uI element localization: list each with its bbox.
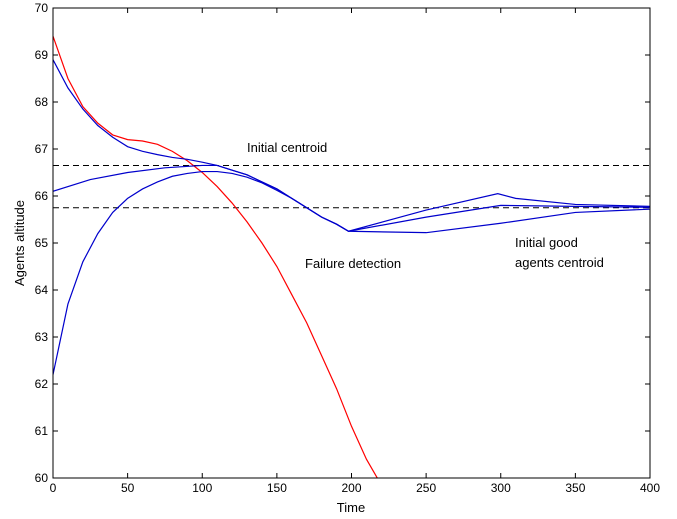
annotation: Initial centroid <box>247 140 327 155</box>
plot-area <box>53 36 650 478</box>
x-tick-label: 100 <box>192 481 212 495</box>
y-tick-label: 60 <box>35 471 49 485</box>
plot-clip <box>53 36 650 478</box>
x-tick-label: 300 <box>491 481 511 495</box>
y-tick-label: 63 <box>35 330 49 344</box>
line-series <box>53 36 378 478</box>
y-axis-label: Agents altitude <box>12 200 27 286</box>
annotation: agents centroid <box>515 255 604 270</box>
x-tick-label: 400 <box>640 481 660 495</box>
y-tick-label: 62 <box>35 377 49 391</box>
y-tick-label: 67 <box>35 142 49 156</box>
y-tick-label: 65 <box>35 236 49 250</box>
y-tick-label: 69 <box>35 48 49 62</box>
plot-frame <box>52 7 651 479</box>
x-axis-label: Time <box>337 500 365 515</box>
y-tick-label: 64 <box>35 283 49 297</box>
x-tick-label: 200 <box>341 481 361 495</box>
annotation: Initial good <box>515 235 578 250</box>
x-tick-label: 250 <box>416 481 436 495</box>
y-tick-label: 70 <box>35 1 49 15</box>
line-series <box>53 170 650 375</box>
line-series <box>53 164 650 232</box>
y-tick-label: 61 <box>35 424 49 438</box>
y-tick-label: 66 <box>35 189 49 203</box>
x-tick-label: 350 <box>565 481 585 495</box>
x-tick-label: 0 <box>50 481 57 495</box>
x-tick-label: 150 <box>267 481 287 495</box>
annotation: Failure detection <box>305 256 401 271</box>
x-tick-label: 50 <box>121 481 135 495</box>
y-tick-label: 68 <box>35 95 49 109</box>
